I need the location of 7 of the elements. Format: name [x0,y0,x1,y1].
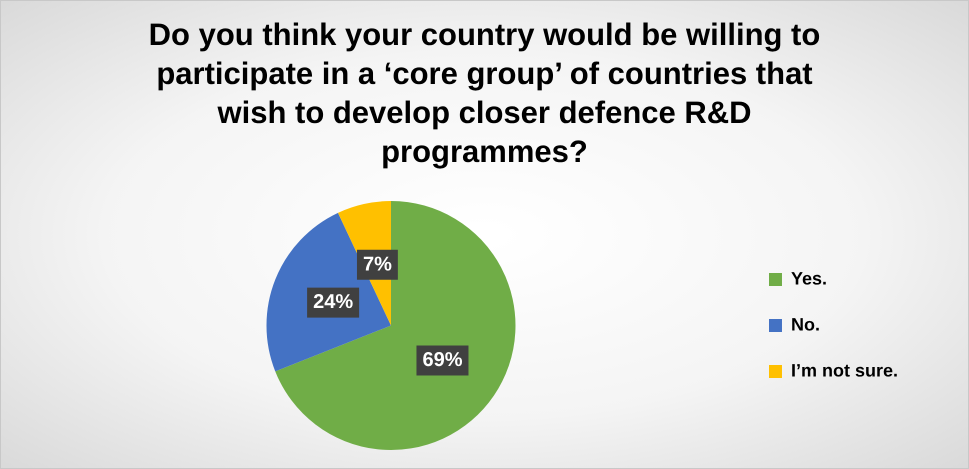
data-label: 69% [422,349,463,372]
legend-label: No. [790,314,820,334]
legend-label: I’m not sure. [790,360,898,380]
legend-label: Yes. [790,268,828,288]
data-label: 7% [362,253,392,276]
chart-title: Do you think your country would be willing to participate in a ‘core group’ of countries that wish to develop closer defence R&D programmes? [148,16,822,171]
data-label: 24% [313,291,354,314]
